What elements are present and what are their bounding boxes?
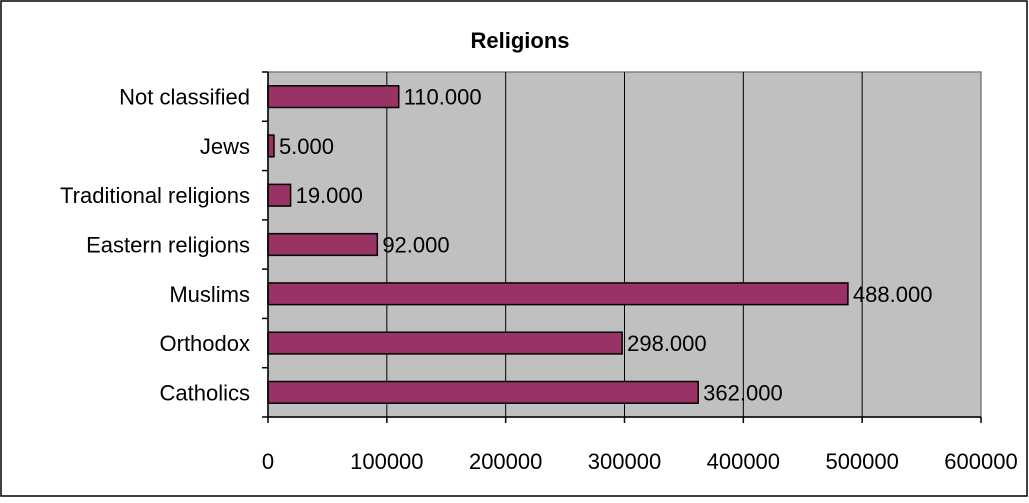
data-labels: 110.000 5.000 19.000 92.000 488.000 298.000 36… xyxy=(279,85,932,406)
x-tick-label: 600000 xyxy=(944,449,1017,474)
x-tick-label: 400000 xyxy=(707,449,780,474)
bars xyxy=(267,85,849,404)
category-label: Not classified xyxy=(119,85,250,110)
bar xyxy=(267,134,275,158)
data-label: 298.000 xyxy=(627,331,707,356)
category-label: Orthodox xyxy=(160,331,251,356)
chart-title: Religions xyxy=(470,28,569,53)
data-label: 110.000 xyxy=(404,85,482,110)
bar xyxy=(267,232,379,257)
category-labels: Not classified Jews Traditional religions E… xyxy=(60,85,250,406)
bar xyxy=(267,183,292,207)
x-axis xyxy=(262,71,982,423)
data-label: 362.000 xyxy=(703,380,783,405)
x-tick-labels: 0 100000 200000 300000 400000 500000 600000 xyxy=(262,449,1018,474)
data-label: 5.000 xyxy=(279,134,334,159)
x-tick-label: 0 xyxy=(262,449,274,474)
category-label: Eastern religions xyxy=(86,233,250,258)
category-label: Jews xyxy=(200,134,250,159)
gridlines xyxy=(386,72,863,417)
data-label: 488.000 xyxy=(853,282,933,307)
category-label: Muslims xyxy=(169,282,250,307)
x-tick-label: 300000 xyxy=(588,449,661,474)
x-tick-label: 200000 xyxy=(469,449,542,474)
x-tick-label: 500000 xyxy=(825,449,898,474)
category-label: Traditional religions xyxy=(60,183,250,208)
data-label: 19.000 xyxy=(296,183,363,208)
bar xyxy=(267,85,400,109)
category-label: Catholics xyxy=(160,380,250,405)
bar xyxy=(267,331,623,355)
data-label: 92.000 xyxy=(382,233,449,258)
x-tick-label: 100000 xyxy=(350,449,423,474)
bar xyxy=(267,282,849,306)
bar xyxy=(267,380,699,404)
